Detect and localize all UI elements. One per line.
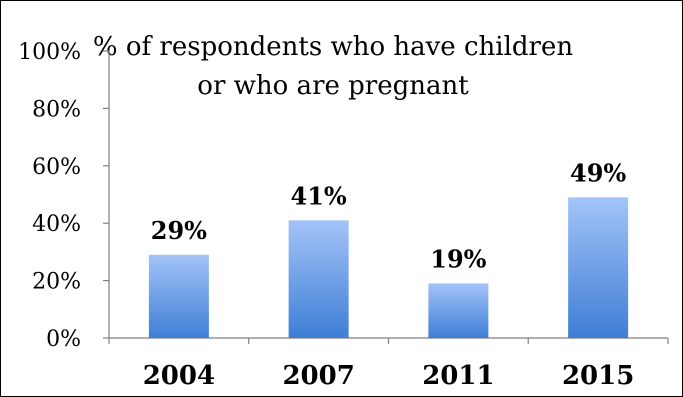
y-tick-label: 0% — [46, 327, 81, 352]
bar-2004 — [148, 254, 209, 338]
chart-title-line-1: % of respondents who have children — [93, 32, 573, 62]
axes: 0% 20% 40% 60% 80% 100% — [18, 40, 669, 352]
y-tick-label: 60% — [32, 155, 81, 180]
data-label-2015: 49% — [570, 158, 626, 187]
x-category-label: 2004 — [143, 361, 215, 391]
y-tick-label: 20% — [32, 270, 81, 295]
x-category-label: 2007 — [282, 361, 354, 391]
bar-2011 — [428, 283, 489, 338]
x-category-label: 2011 — [422, 361, 494, 391]
bars — [148, 197, 629, 338]
bar-2015 — [568, 197, 629, 338]
bar-2007 — [288, 220, 349, 338]
labels: 29% 2004 41% 2007 19% 2011 49% 2015 — [143, 158, 635, 391]
data-label-2011: 19% — [430, 244, 486, 273]
x-category-label: 2015 — [562, 361, 634, 391]
data-label-2007: 41% — [291, 181, 347, 210]
y-tick-label: 40% — [32, 212, 81, 237]
y-tick-label: 100% — [18, 40, 81, 65]
chart-title-line-2: or who are pregnant — [197, 71, 469, 101]
data-label-2004: 29% — [151, 216, 207, 245]
y-tick-label: 80% — [32, 97, 81, 122]
